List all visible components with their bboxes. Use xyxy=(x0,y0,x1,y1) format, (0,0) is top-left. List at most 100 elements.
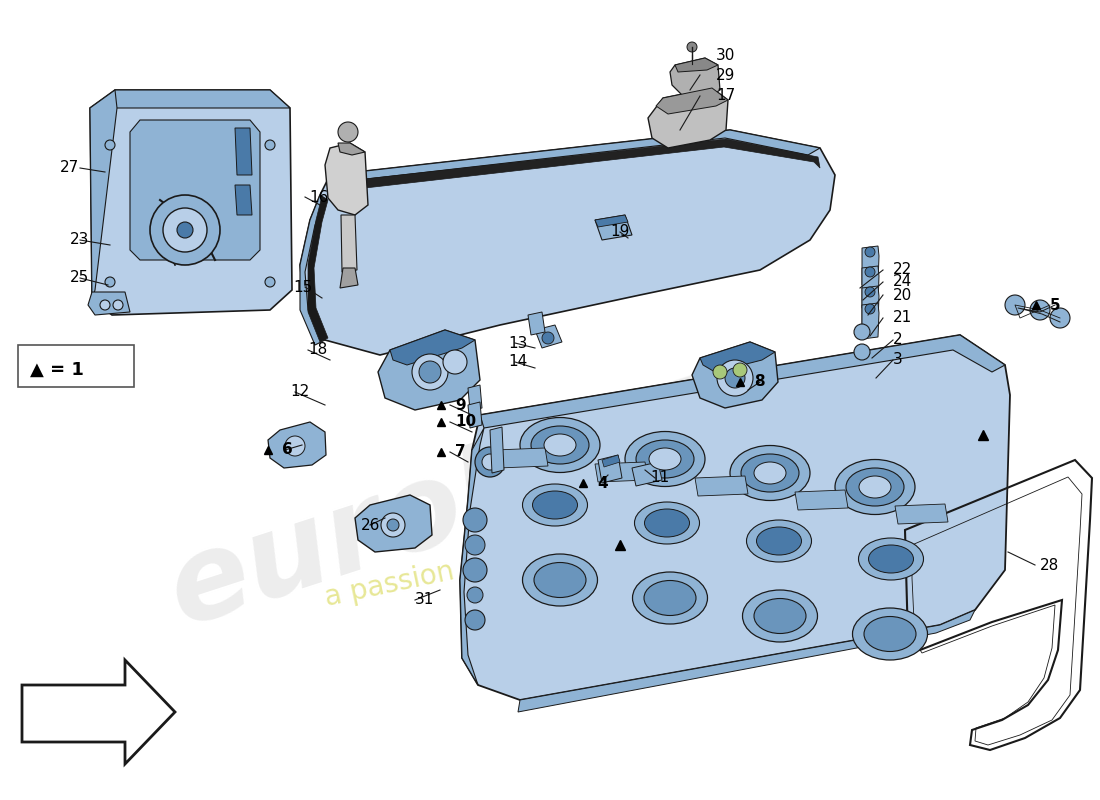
Polygon shape xyxy=(130,120,260,260)
Text: 3: 3 xyxy=(893,353,903,367)
Circle shape xyxy=(865,304,874,314)
Ellipse shape xyxy=(645,509,690,537)
Circle shape xyxy=(468,587,483,603)
Text: 13: 13 xyxy=(508,335,527,350)
Polygon shape xyxy=(355,495,432,552)
Polygon shape xyxy=(595,215,632,240)
Circle shape xyxy=(387,519,399,531)
Circle shape xyxy=(733,363,747,377)
Polygon shape xyxy=(90,90,117,300)
Ellipse shape xyxy=(757,527,802,555)
Text: 7: 7 xyxy=(455,445,465,459)
Circle shape xyxy=(412,354,448,390)
Polygon shape xyxy=(460,428,484,685)
Circle shape xyxy=(381,513,405,537)
Circle shape xyxy=(100,300,110,310)
Text: 14: 14 xyxy=(508,354,527,370)
Circle shape xyxy=(1030,300,1050,320)
Ellipse shape xyxy=(544,434,576,456)
Polygon shape xyxy=(670,58,720,98)
Ellipse shape xyxy=(730,446,810,501)
Ellipse shape xyxy=(742,590,817,642)
Polygon shape xyxy=(595,462,648,482)
Polygon shape xyxy=(468,385,482,411)
Text: 11: 11 xyxy=(650,470,669,486)
Text: a passion for parts since 1985: a passion for parts since 1985 xyxy=(322,498,738,612)
Polygon shape xyxy=(97,90,290,108)
Polygon shape xyxy=(338,143,365,155)
Text: euroParts: euroParts xyxy=(155,340,805,650)
Polygon shape xyxy=(602,455,620,467)
Circle shape xyxy=(475,447,505,477)
Text: 30: 30 xyxy=(716,47,736,62)
Circle shape xyxy=(463,508,487,532)
Polygon shape xyxy=(595,215,628,227)
Ellipse shape xyxy=(754,462,786,484)
Text: 18: 18 xyxy=(308,342,328,358)
Polygon shape xyxy=(862,286,879,325)
FancyBboxPatch shape xyxy=(18,345,134,387)
Polygon shape xyxy=(390,330,475,365)
Text: 12: 12 xyxy=(290,385,309,399)
Polygon shape xyxy=(862,303,879,339)
Ellipse shape xyxy=(636,440,694,478)
Text: 29: 29 xyxy=(716,67,736,82)
Circle shape xyxy=(463,558,487,582)
Ellipse shape xyxy=(531,426,588,464)
Ellipse shape xyxy=(747,520,812,562)
Text: 26: 26 xyxy=(361,518,381,533)
Polygon shape xyxy=(328,139,820,192)
Polygon shape xyxy=(632,462,662,486)
Circle shape xyxy=(443,350,468,374)
Ellipse shape xyxy=(520,418,600,473)
Ellipse shape xyxy=(835,459,915,514)
Polygon shape xyxy=(308,196,328,342)
Polygon shape xyxy=(490,427,504,473)
Text: 6: 6 xyxy=(282,442,293,458)
Circle shape xyxy=(865,267,874,277)
Text: 10: 10 xyxy=(455,414,476,430)
Polygon shape xyxy=(341,215,358,272)
Ellipse shape xyxy=(632,572,707,624)
Polygon shape xyxy=(330,130,820,183)
Text: 28: 28 xyxy=(1040,558,1059,573)
Polygon shape xyxy=(518,610,975,712)
Polygon shape xyxy=(695,476,748,496)
Circle shape xyxy=(865,247,874,257)
Ellipse shape xyxy=(864,617,916,651)
Circle shape xyxy=(1005,295,1025,315)
Ellipse shape xyxy=(859,476,891,498)
Circle shape xyxy=(713,365,727,379)
Polygon shape xyxy=(535,325,562,348)
Circle shape xyxy=(113,300,123,310)
Ellipse shape xyxy=(858,538,924,580)
Circle shape xyxy=(482,454,498,470)
Ellipse shape xyxy=(644,581,696,615)
Ellipse shape xyxy=(532,491,578,519)
Circle shape xyxy=(177,222,192,238)
Circle shape xyxy=(465,610,485,630)
Polygon shape xyxy=(656,88,728,114)
Polygon shape xyxy=(528,312,544,335)
Ellipse shape xyxy=(754,598,806,634)
Polygon shape xyxy=(795,490,848,510)
Polygon shape xyxy=(235,185,252,215)
Circle shape xyxy=(688,42,697,52)
Text: 15: 15 xyxy=(293,279,312,294)
Text: 19: 19 xyxy=(610,225,629,239)
Circle shape xyxy=(725,368,745,388)
Polygon shape xyxy=(648,88,728,148)
Ellipse shape xyxy=(522,484,587,526)
Circle shape xyxy=(104,277,116,287)
Ellipse shape xyxy=(635,502,700,544)
Circle shape xyxy=(104,140,116,150)
Circle shape xyxy=(717,360,754,396)
Text: 25: 25 xyxy=(70,270,89,286)
Polygon shape xyxy=(22,660,175,764)
Circle shape xyxy=(865,287,874,297)
Text: 20: 20 xyxy=(893,287,912,302)
Text: 5: 5 xyxy=(1050,298,1060,313)
Polygon shape xyxy=(468,402,482,428)
Circle shape xyxy=(150,195,220,265)
Circle shape xyxy=(265,140,275,150)
